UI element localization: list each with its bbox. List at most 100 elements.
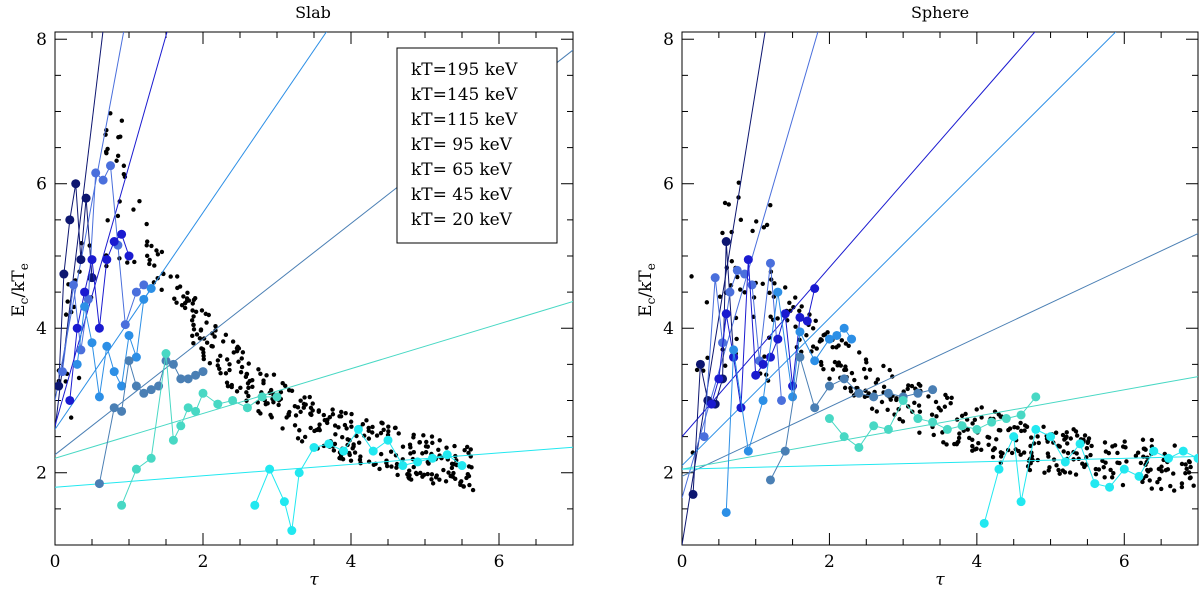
sample-point <box>1045 451 1051 456</box>
sample-point <box>449 465 455 471</box>
sample-point <box>145 239 150 244</box>
sample-point <box>1082 433 1088 438</box>
sample-point <box>1046 468 1051 473</box>
sample-point <box>407 476 412 481</box>
sample-point <box>191 341 196 346</box>
sample-point <box>767 290 772 295</box>
sample-point <box>350 446 355 451</box>
series-point <box>294 468 304 478</box>
sample-point <box>838 363 844 368</box>
x-tick-label: 0 <box>50 552 61 572</box>
sample-point <box>413 470 419 476</box>
sample-point <box>347 450 352 456</box>
sample-point <box>934 414 939 419</box>
sample-point <box>1074 451 1079 456</box>
sample-point <box>1093 471 1099 477</box>
series-point <box>765 352 775 362</box>
sample-point <box>349 411 354 417</box>
sample-point <box>268 387 274 393</box>
sample-point <box>799 304 804 309</box>
sample-point <box>726 202 731 207</box>
sample-point <box>423 449 429 455</box>
sample-point <box>734 336 739 342</box>
sample-point <box>1054 463 1059 468</box>
sample-point <box>321 412 327 418</box>
sample-point <box>209 343 214 349</box>
sample-point <box>371 462 376 467</box>
y-tick-label: 2 <box>36 464 47 484</box>
sample-point <box>429 477 434 482</box>
series-point <box>339 446 349 456</box>
series-point <box>87 338 97 348</box>
series-point <box>131 287 141 297</box>
y-tick-label: 6 <box>663 175 674 195</box>
series-6 <box>250 424 467 536</box>
series-point <box>788 392 798 402</box>
sample-point <box>970 443 975 449</box>
sample-point <box>286 411 291 417</box>
sample-point <box>348 419 354 424</box>
sample-point <box>1171 471 1176 476</box>
sample-point <box>1171 488 1177 493</box>
sample-point <box>302 395 307 400</box>
sample-point <box>250 378 255 383</box>
sample-point <box>114 158 119 163</box>
sample-point <box>298 398 303 403</box>
fit-line-5 <box>682 376 1198 470</box>
series-point <box>740 269 750 279</box>
series-point <box>413 457 423 467</box>
sample-point <box>337 455 342 461</box>
sample-point <box>985 434 990 440</box>
slab-y-axis-label: Ec/kTe <box>9 263 31 317</box>
series-point <box>76 345 86 355</box>
sample-point <box>155 252 161 257</box>
sample-point <box>336 425 341 430</box>
sample-point <box>1042 470 1047 475</box>
sample-point <box>244 390 249 395</box>
sample-point <box>1028 443 1033 449</box>
sample-point <box>1064 430 1069 435</box>
y-tick-label: 8 <box>663 30 674 50</box>
sample-point <box>1019 428 1024 434</box>
sample-point <box>723 363 728 368</box>
sample-point <box>223 332 229 338</box>
sample-point <box>118 134 123 139</box>
series-point <box>765 475 775 485</box>
sample-point <box>906 383 911 388</box>
series-point <box>732 265 742 275</box>
sample-point <box>956 439 961 444</box>
sample-point <box>386 424 391 429</box>
sample-point <box>1041 424 1046 429</box>
sample-point <box>1184 466 1189 472</box>
sample-point <box>879 399 885 405</box>
sample-point <box>190 333 195 338</box>
sample-point <box>825 330 830 335</box>
sample-point <box>813 318 818 324</box>
slab-legend: kT=195 keV kT=145 keV kT=115 keV kT= 95 … <box>396 47 558 244</box>
sample-point <box>1115 450 1120 456</box>
sample-point <box>766 335 772 340</box>
sample-point <box>717 294 723 299</box>
series-point <box>398 461 408 471</box>
sample-point <box>459 479 464 484</box>
sample-point <box>754 219 759 224</box>
sample-point <box>177 284 183 289</box>
sample-point <box>772 281 777 286</box>
sample-point <box>317 428 322 433</box>
sample-point <box>152 263 157 268</box>
sample-point <box>340 435 345 440</box>
sample-point <box>449 461 455 467</box>
sample-point <box>738 287 743 292</box>
sample-point <box>302 434 308 440</box>
sample-point <box>388 449 394 454</box>
sample-point <box>411 464 416 470</box>
series-point <box>869 421 879 431</box>
sample-point <box>220 339 226 344</box>
sample-point <box>909 383 915 389</box>
sample-point <box>843 364 848 369</box>
series-4 <box>94 356 208 489</box>
sample-point <box>1123 445 1128 450</box>
sample-point <box>1080 461 1085 466</box>
sample-point <box>230 339 236 344</box>
